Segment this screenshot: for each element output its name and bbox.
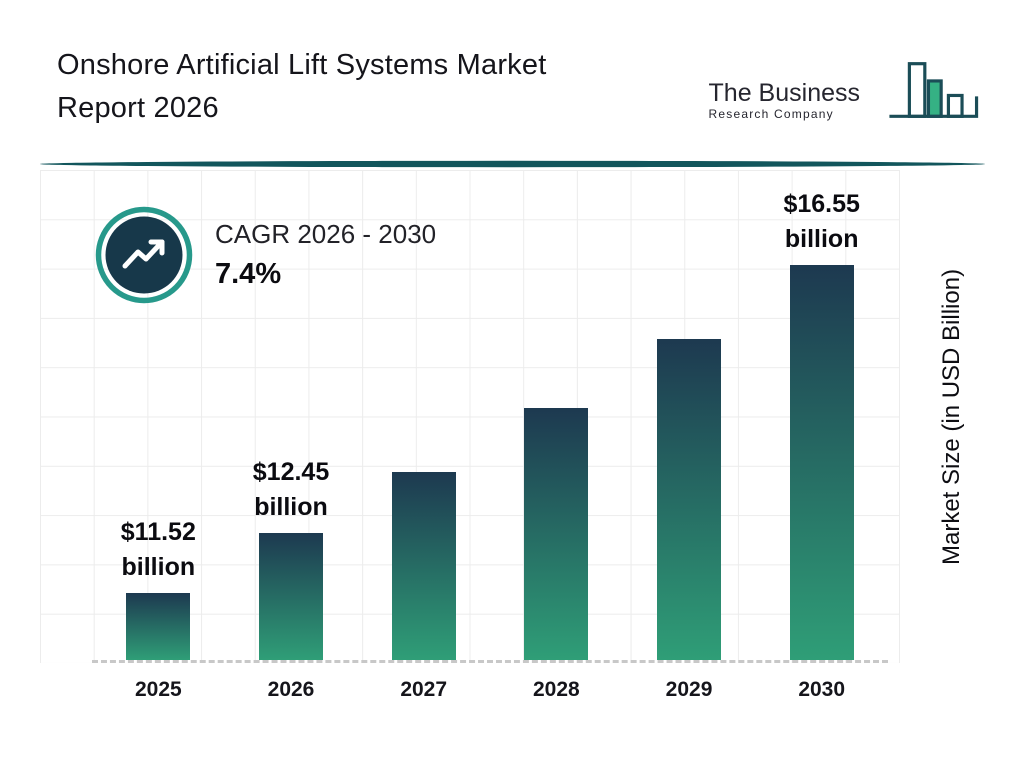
bar-2028 bbox=[524, 408, 589, 660]
bar-chart-logo-icon bbox=[889, 62, 979, 118]
x-axis-labels: 2025 2026 2027 2028 2029 2030 bbox=[92, 678, 888, 702]
x-axis-label-2028: 2028 bbox=[532, 678, 580, 701]
divider-line bbox=[40, 155, 985, 168]
growth-trend-icon bbox=[95, 206, 193, 304]
page-title: Onshore Artificial Lift Systems Market R… bbox=[57, 44, 546, 130]
bar-2027 bbox=[391, 472, 456, 660]
bar-group-2027 bbox=[357, 472, 490, 660]
plot-area: $11.52 billion $12.45 billion $16.55 billion … bbox=[40, 170, 900, 663]
x-axis-label-2029: 2029 bbox=[665, 678, 713, 701]
logo-subname: Research Company bbox=[708, 107, 834, 121]
bar-group-2026: $12.45 billion bbox=[225, 455, 358, 660]
cagr-value: 7.4% bbox=[215, 258, 282, 290]
header: Onshore Artificial Lift Systems Market R… bbox=[57, 44, 982, 142]
bar-2026 bbox=[259, 533, 323, 660]
bar-2025 bbox=[126, 593, 191, 660]
bar-group-2030: $16.55 billion bbox=[755, 187, 888, 660]
bars-container: $11.52 billion $12.45 billion $16.55 billion bbox=[92, 170, 888, 663]
logo-text: The Business Research Company bbox=[708, 58, 860, 122]
bar-group-2025: $11.52 billion bbox=[92, 515, 225, 660]
company-logo: The Business Research Company bbox=[709, 58, 982, 142]
logo-name: The Business bbox=[708, 79, 860, 107]
bar-value-label: $11.52 billion bbox=[120, 518, 196, 581]
x-axis-label-2030: 2030 bbox=[798, 678, 846, 701]
cagr-callout: CAGR 2026 - 2030 7.4% bbox=[95, 206, 436, 304]
bar-value-label: $16.55 billion bbox=[783, 190, 860, 253]
x-axis-label-2025: 2025 bbox=[134, 678, 182, 701]
bar-chart: $11.52 billion $12.45 billion $16.55 billion … bbox=[40, 170, 900, 663]
cagr-text: CAGR 2026 - 2030 7.4% bbox=[215, 219, 436, 291]
bar-2029 bbox=[657, 339, 722, 660]
y-axis-title: Market Size (in USD Billion) bbox=[938, 268, 965, 565]
bar-2030 bbox=[789, 265, 854, 660]
bar-value-label: $12.45 billion bbox=[252, 458, 330, 521]
cagr-label: CAGR 2026 - 2030 bbox=[215, 219, 437, 249]
x-axis-label-2027: 2027 bbox=[400, 678, 448, 701]
bar-group-2028 bbox=[490, 408, 623, 660]
bar-group-2029 bbox=[623, 339, 756, 660]
x-axis-label-2026: 2026 bbox=[267, 678, 315, 701]
title-line-1: Onshore Artificial Lift Systems Market bbox=[57, 49, 547, 81]
title-line-2: Report 2026 bbox=[57, 92, 219, 124]
